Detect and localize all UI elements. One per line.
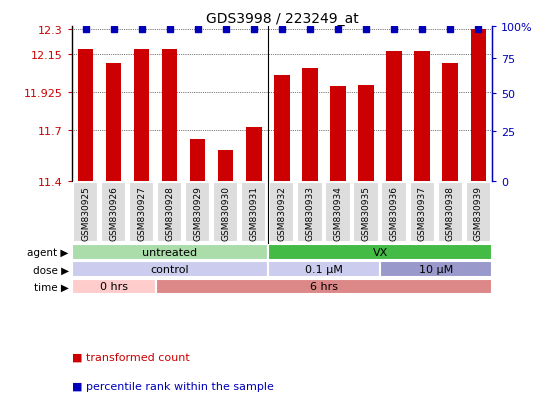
Text: GSM830939: GSM830939 xyxy=(474,185,483,240)
Text: ■ transformed count: ■ transformed count xyxy=(72,352,189,362)
Bar xyxy=(190,139,206,181)
Text: GSM830934: GSM830934 xyxy=(333,185,343,240)
Text: ■ percentile rank within the sample: ■ percentile rank within the sample xyxy=(72,381,273,391)
FancyBboxPatch shape xyxy=(241,183,266,243)
FancyBboxPatch shape xyxy=(382,183,406,243)
Text: GSM830928: GSM830928 xyxy=(165,185,174,240)
FancyBboxPatch shape xyxy=(129,183,154,243)
FancyBboxPatch shape xyxy=(354,183,378,243)
FancyBboxPatch shape xyxy=(72,245,268,261)
Bar xyxy=(414,52,430,181)
FancyBboxPatch shape xyxy=(298,183,322,243)
FancyBboxPatch shape xyxy=(213,183,238,243)
Title: GDS3998 / 223249_at: GDS3998 / 223249_at xyxy=(206,12,358,26)
Bar xyxy=(134,50,150,181)
Text: untreated: untreated xyxy=(142,248,197,258)
Bar xyxy=(246,128,262,181)
Bar xyxy=(442,64,458,181)
Text: GSM830932: GSM830932 xyxy=(277,185,287,240)
FancyBboxPatch shape xyxy=(268,262,380,278)
FancyBboxPatch shape xyxy=(72,279,156,294)
Bar xyxy=(218,151,234,181)
Text: GSM830937: GSM830937 xyxy=(417,185,427,240)
Text: GSM830927: GSM830927 xyxy=(137,185,146,240)
Text: GSM830925: GSM830925 xyxy=(81,185,90,240)
FancyBboxPatch shape xyxy=(268,245,492,261)
FancyBboxPatch shape xyxy=(410,183,434,243)
FancyBboxPatch shape xyxy=(326,183,350,243)
Bar xyxy=(470,30,486,181)
Text: time ▶: time ▶ xyxy=(34,282,69,292)
Text: 6 hrs: 6 hrs xyxy=(310,282,338,292)
Text: GSM830933: GSM830933 xyxy=(305,185,315,240)
Text: control: control xyxy=(150,265,189,275)
FancyBboxPatch shape xyxy=(101,183,126,243)
FancyBboxPatch shape xyxy=(73,183,98,243)
Text: GSM830936: GSM830936 xyxy=(389,185,399,240)
Text: 0 hrs: 0 hrs xyxy=(100,282,128,292)
Bar xyxy=(358,85,374,181)
Bar xyxy=(162,50,178,181)
Bar xyxy=(386,52,402,181)
Text: GSM830926: GSM830926 xyxy=(109,185,118,240)
Text: VX: VX xyxy=(372,248,388,258)
Bar xyxy=(274,76,290,181)
Bar xyxy=(302,69,318,181)
Text: 0.1 μM: 0.1 μM xyxy=(305,265,343,275)
FancyBboxPatch shape xyxy=(380,262,492,278)
FancyBboxPatch shape xyxy=(438,183,463,243)
Bar xyxy=(106,64,122,181)
FancyBboxPatch shape xyxy=(157,183,182,243)
Text: GSM830935: GSM830935 xyxy=(361,185,371,240)
FancyBboxPatch shape xyxy=(185,183,210,243)
Text: 10 μM: 10 μM xyxy=(419,265,453,275)
Text: GSM830931: GSM830931 xyxy=(249,185,258,240)
Bar xyxy=(330,87,346,181)
FancyBboxPatch shape xyxy=(270,183,294,243)
FancyBboxPatch shape xyxy=(466,183,491,243)
Text: GSM830929: GSM830929 xyxy=(193,185,202,240)
Bar xyxy=(78,50,94,181)
FancyBboxPatch shape xyxy=(156,279,492,294)
FancyBboxPatch shape xyxy=(72,262,268,278)
Text: agent ▶: agent ▶ xyxy=(28,248,69,258)
Text: GSM830930: GSM830930 xyxy=(221,185,230,240)
Text: GSM830938: GSM830938 xyxy=(446,185,455,240)
Text: dose ▶: dose ▶ xyxy=(32,265,69,275)
